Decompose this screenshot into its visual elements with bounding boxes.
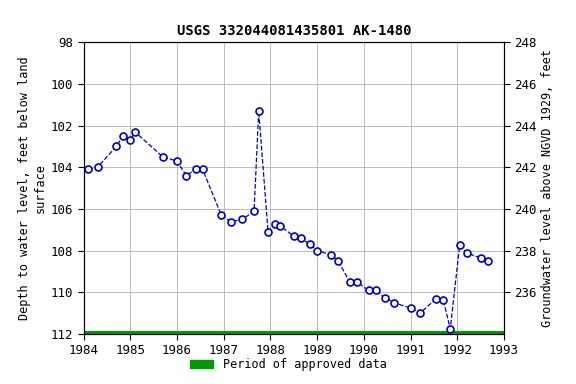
Title: USGS 332044081435801 AK-1480: USGS 332044081435801 AK-1480 bbox=[176, 24, 411, 38]
Y-axis label: Groundwater level above NGVD 1929, feet: Groundwater level above NGVD 1929, feet bbox=[541, 49, 554, 327]
Y-axis label: Depth to water level, feet below land
surface: Depth to water level, feet below land su… bbox=[18, 56, 47, 320]
Legend: Period of approved data: Period of approved data bbox=[185, 354, 391, 376]
